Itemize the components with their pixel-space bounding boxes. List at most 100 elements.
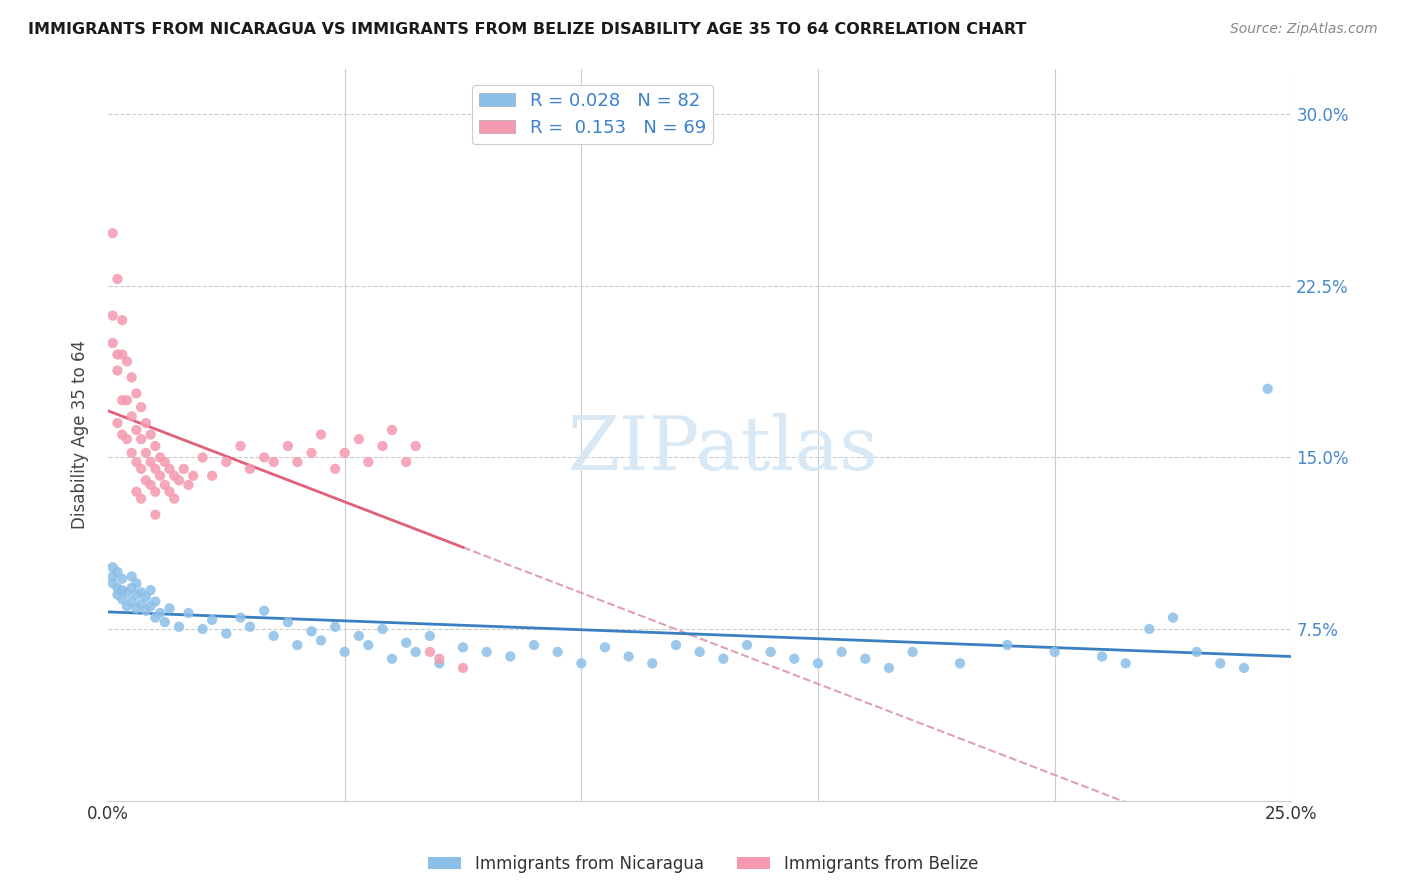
- Point: [309, 427, 332, 442]
- Point: [115, 354, 138, 368]
- Point: [159, 484, 181, 499]
- Point: [163, 491, 186, 506]
- Point: [333, 446, 356, 460]
- Point: [405, 439, 427, 453]
- Point: [111, 592, 134, 607]
- Point: [139, 583, 162, 598]
- Point: [139, 455, 162, 469]
- Point: [107, 565, 129, 579]
- Point: [1233, 661, 1256, 675]
- Point: [101, 336, 124, 351]
- Point: [177, 478, 200, 492]
- Point: [139, 478, 162, 492]
- Point: [499, 649, 522, 664]
- Point: [371, 439, 394, 453]
- Point: [115, 599, 138, 614]
- Point: [1209, 657, 1232, 671]
- Point: [101, 560, 124, 574]
- Point: [1137, 622, 1160, 636]
- Point: [129, 597, 152, 611]
- Point: [111, 393, 134, 408]
- Point: [177, 606, 200, 620]
- Point: [121, 569, 143, 583]
- Legend: Immigrants from Nicaragua, Immigrants from Belize: Immigrants from Nicaragua, Immigrants fr…: [422, 848, 984, 880]
- Point: [215, 455, 238, 469]
- Point: [125, 455, 148, 469]
- Point: [125, 588, 148, 602]
- Text: Source: ZipAtlas.com: Source: ZipAtlas.com: [1230, 22, 1378, 37]
- Point: [229, 439, 252, 453]
- Point: [419, 629, 441, 643]
- Text: IMMIGRANTS FROM NICARAGUA VS IMMIGRANTS FROM BELIZE DISABILITY AGE 35 TO 64 CORR: IMMIGRANTS FROM NICARAGUA VS IMMIGRANTS …: [28, 22, 1026, 37]
- Point: [1115, 657, 1137, 671]
- Point: [149, 450, 172, 465]
- Point: [101, 569, 124, 583]
- Point: [1043, 645, 1066, 659]
- Point: [163, 468, 186, 483]
- Point: [451, 640, 474, 655]
- Point: [111, 583, 134, 598]
- Point: [285, 638, 308, 652]
- Legend: R = 0.028   N = 82, R =  0.153   N = 69: R = 0.028 N = 82, R = 0.153 N = 69: [472, 85, 713, 145]
- Point: [593, 640, 616, 655]
- Point: [419, 645, 441, 659]
- Point: [357, 455, 380, 469]
- Point: [547, 645, 569, 659]
- Point: [125, 484, 148, 499]
- Point: [759, 645, 782, 659]
- Point: [201, 468, 224, 483]
- Point: [149, 606, 172, 620]
- Point: [735, 638, 758, 652]
- Point: [395, 455, 418, 469]
- Point: [125, 423, 148, 437]
- Point: [167, 620, 190, 634]
- Point: [309, 633, 332, 648]
- Point: [949, 657, 972, 671]
- Point: [121, 370, 143, 384]
- Point: [121, 594, 143, 608]
- Point: [107, 363, 129, 377]
- Point: [783, 652, 806, 666]
- Point: [107, 347, 129, 361]
- Point: [665, 638, 688, 652]
- Point: [191, 450, 214, 465]
- Text: ZIPatlas: ZIPatlas: [568, 413, 879, 486]
- Point: [139, 599, 162, 614]
- Point: [153, 455, 176, 469]
- Point: [129, 400, 152, 414]
- Point: [129, 462, 152, 476]
- Point: [149, 468, 172, 483]
- Point: [181, 468, 204, 483]
- Point: [101, 226, 124, 240]
- Point: [853, 652, 876, 666]
- Point: [381, 652, 404, 666]
- Point: [333, 645, 356, 659]
- Point: [253, 450, 276, 465]
- Point: [121, 409, 143, 424]
- Point: [125, 386, 148, 401]
- Point: [107, 581, 129, 595]
- Point: [451, 661, 474, 675]
- Point: [1091, 649, 1114, 664]
- Point: [139, 427, 162, 442]
- Point: [277, 439, 299, 453]
- Point: [995, 638, 1018, 652]
- Point: [1257, 382, 1279, 396]
- Point: [111, 427, 134, 442]
- Point: [301, 624, 323, 639]
- Point: [1161, 610, 1184, 624]
- Point: [395, 636, 418, 650]
- Point: [107, 272, 129, 286]
- Point: [129, 585, 152, 599]
- Point: [159, 462, 181, 476]
- Point: [807, 657, 830, 671]
- Point: [135, 590, 157, 604]
- Point: [143, 484, 166, 499]
- Point: [347, 629, 370, 643]
- Point: [689, 645, 711, 659]
- Point: [167, 473, 190, 487]
- Point: [125, 601, 148, 615]
- Point: [301, 446, 323, 460]
- Point: [285, 455, 308, 469]
- Point: [357, 638, 380, 652]
